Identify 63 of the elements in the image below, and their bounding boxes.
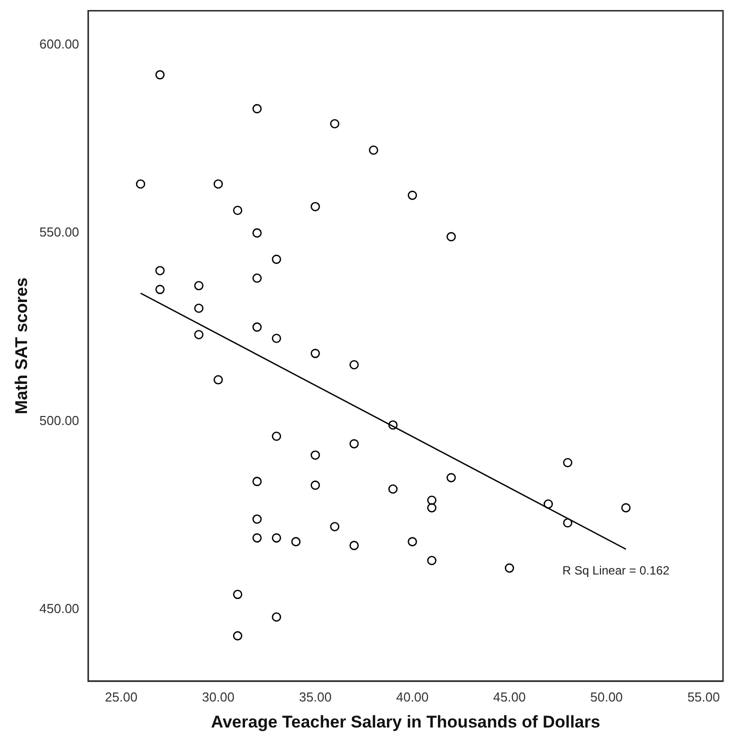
point — [349, 360, 359, 370]
x-tick-label: 40.00 — [396, 689, 429, 704]
point — [310, 480, 320, 490]
point — [349, 540, 359, 550]
point — [272, 612, 282, 622]
x-tick-label: 35.00 — [299, 689, 332, 704]
point — [155, 70, 165, 80]
point — [272, 254, 282, 264]
point — [214, 375, 223, 384]
point — [252, 476, 262, 486]
point — [388, 484, 398, 494]
point — [563, 458, 572, 468]
point — [544, 499, 553, 509]
point — [427, 556, 436, 566]
point — [214, 179, 223, 189]
point — [252, 322, 262, 332]
point — [427, 503, 436, 512]
x-tick-label: 55.00 — [687, 689, 720, 704]
point — [408, 190, 418, 200]
point — [194, 330, 204, 340]
x-tick-label: 25.00 — [104, 689, 138, 704]
point — [563, 518, 572, 528]
point — [194, 304, 204, 313]
point — [310, 450, 320, 460]
point — [349, 439, 359, 448]
annotation: R Sq Linear = 0.162 — [562, 564, 670, 578]
point — [252, 228, 262, 238]
point — [330, 119, 340, 128]
point — [272, 533, 282, 543]
x-tick-label: 45.00 — [493, 689, 526, 704]
point — [233, 206, 242, 216]
x-axis-title: Average Teacher Salary in Thousands of Dollars — [210, 712, 600, 732]
point — [252, 104, 262, 114]
point — [252, 533, 262, 543]
point — [194, 281, 204, 290]
point — [310, 202, 320, 212]
point — [408, 537, 418, 546]
point — [446, 473, 456, 482]
point — [310, 348, 320, 358]
y-tick-label: 600.00 — [39, 36, 80, 52]
point — [155, 266, 165, 276]
point — [504, 563, 514, 573]
point — [233, 631, 242, 640]
point — [155, 284, 165, 294]
point — [272, 334, 282, 344]
point — [272, 432, 282, 441]
point — [252, 514, 262, 524]
y-tick-label: 500.00 — [39, 412, 80, 428]
y-tick-label: 550.00 — [39, 224, 80, 240]
y-axis-title: Math SAT scores — [12, 278, 31, 414]
point — [388, 420, 398, 430]
point — [621, 503, 631, 512]
x-tick-label: 50.00 — [590, 689, 623, 704]
x-tick-label: 30.00 — [202, 689, 235, 704]
point — [291, 537, 301, 546]
point — [427, 496, 436, 505]
y-tick-label: 450.00 — [39, 601, 80, 616]
point — [136, 179, 146, 189]
point — [330, 522, 340, 532]
point — [252, 273, 262, 283]
point — [446, 232, 456, 242]
point — [233, 590, 242, 600]
point — [368, 145, 378, 155]
